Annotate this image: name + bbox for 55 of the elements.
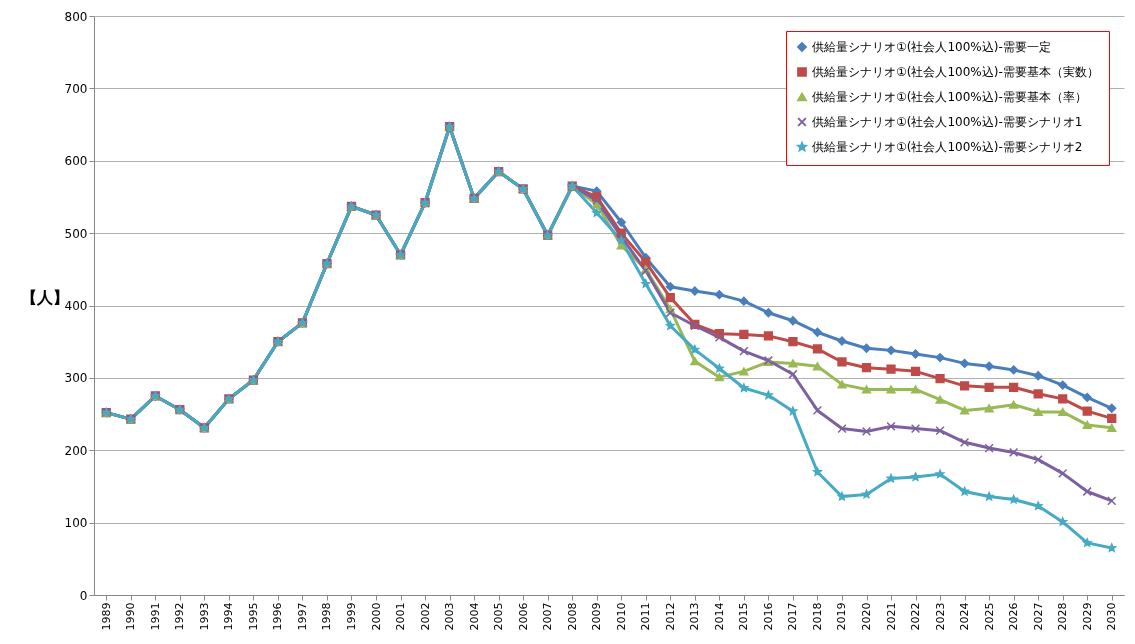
x-tick-label: 2001	[394, 602, 408, 631]
legend-label: 供給量シナリオ①(社会人100%込)-需要一定	[812, 40, 1051, 54]
x-tick-label: 2018	[810, 602, 824, 631]
y-tick-label: 0	[79, 588, 88, 603]
y-tick-label: 800	[64, 9, 88, 24]
x-tick-label: 2012	[663, 602, 677, 631]
x-tick-label: 2005	[492, 602, 506, 631]
x-tick-label: 2000	[369, 602, 383, 631]
x-tick-label: 2014	[712, 602, 726, 631]
x-tick-label: 2025	[982, 602, 996, 631]
y-tick-label: 700	[64, 81, 88, 96]
x-tick-label: 1992	[173, 602, 187, 631]
x-tick-label: 2017	[786, 602, 800, 631]
legend-label: 供給量シナリオ①(社会人100%込)-需要基本（率）	[812, 90, 1087, 104]
x-tick-label: 1994	[222, 602, 236, 631]
x-tick-label: 2004	[467, 602, 481, 631]
x-tick-label: 2029	[1080, 602, 1094, 631]
x-tick-label: 1991	[148, 602, 162, 631]
x-tick-label: 2020	[860, 602, 873, 631]
x-tick-label: 2006	[516, 602, 530, 631]
y-tick-label: 500	[64, 226, 88, 241]
x-tick-label: 2028	[1056, 602, 1070, 631]
x-tick-label: 2015	[737, 602, 751, 631]
y-tick-label: 300	[64, 371, 88, 386]
x-tick-label: 2010	[614, 602, 628, 631]
x-tick-label: 2019	[835, 602, 849, 631]
x-tick-label: 1998	[320, 602, 334, 631]
x-tick-label: 2013	[688, 602, 702, 631]
x-tick-label: 2027	[1031, 602, 1045, 631]
y-tick-label: 200	[64, 443, 88, 458]
x-tick-label: 2008	[565, 602, 579, 631]
x-tick-label: 2009	[590, 602, 604, 631]
x-tick-label: 2026	[1007, 602, 1021, 631]
x-tick-label: 1989	[99, 602, 113, 631]
x-tick-label: 1990	[124, 602, 138, 631]
legend-label: 供給量シナリオ①(社会人100%込)-需要シナリオ1	[812, 115, 1083, 129]
x-tick-label: 1997	[295, 602, 309, 631]
x-tick-label: 2003	[443, 602, 457, 631]
x-tick-label: 1993	[197, 602, 211, 631]
x-tick-label: 2007	[541, 602, 555, 631]
x-tick-label: 2023	[933, 602, 947, 631]
x-tick-label: 2030	[1105, 602, 1119, 631]
x-tick-label: 2021	[884, 602, 898, 631]
legend-label: 供給量シナリオ①(社会人100%込)-需要シナリオ2	[812, 140, 1083, 154]
x-tick-label: 1996	[271, 602, 285, 631]
x-tick-label: 2002	[418, 602, 432, 631]
x-tick-label: 2011	[639, 602, 653, 631]
x-tick-label: 2016	[761, 602, 775, 631]
x-tick-label: 1995	[246, 602, 260, 631]
legend-label: 供給量シナリオ①(社会人100%込)-需要基本（実数）	[812, 65, 1099, 79]
x-tick-label: 1999	[345, 602, 358, 631]
x-tick-label: 2024	[958, 602, 972, 631]
y-tick-label: 600	[64, 154, 88, 169]
x-tick-label: 2022	[909, 602, 923, 631]
y-tick-label: 100	[64, 516, 88, 531]
